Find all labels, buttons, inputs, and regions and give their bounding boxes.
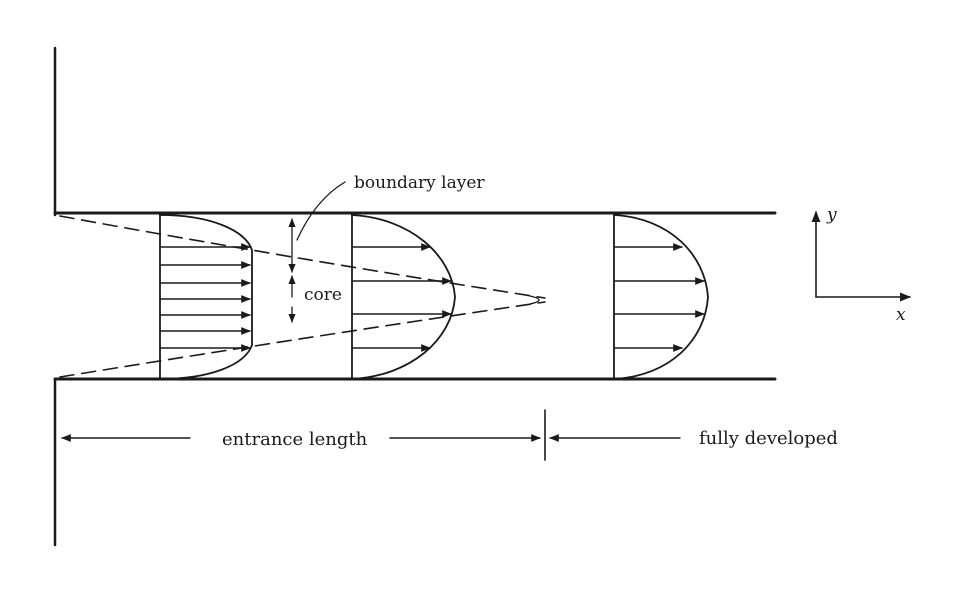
entrance-length-label: entrance length	[222, 429, 368, 450]
boundary-layer-tip	[529, 295, 540, 305]
core-label: core	[304, 285, 342, 305]
profile3-velocity-arrows	[613, 243, 705, 352]
profile2-velocity-arrows	[351, 243, 452, 352]
x-axis-label: x	[896, 305, 906, 325]
boundary-layer-upper-dashed	[59, 215, 546, 299]
profile2-curve	[351, 214, 456, 380]
profile3-curve	[613, 214, 709, 380]
boundary-layer-lower-dashed	[59, 301, 546, 378]
fully-developed-label: fully developed	[699, 428, 838, 449]
boundary-layer-leader-line	[296, 181, 346, 241]
boundary-layer-label: boundary layer	[354, 173, 485, 193]
profile1-curve	[159, 214, 253, 380]
y-axis-label: y	[826, 205, 837, 225]
profile1-velocity-arrows	[159, 243, 251, 352]
